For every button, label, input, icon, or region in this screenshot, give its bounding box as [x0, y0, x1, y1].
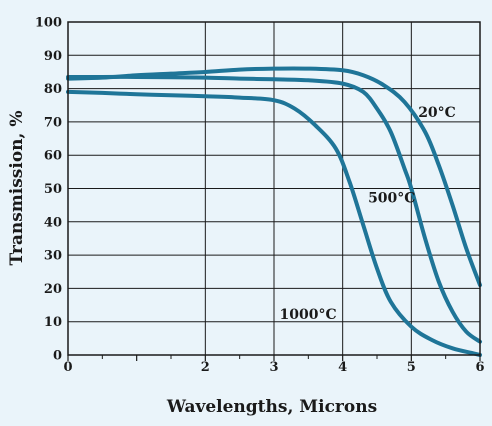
y-tick-label: 80: [44, 82, 62, 97]
y-axis-title: Transmission, %: [7, 110, 27, 265]
series-lines: [66, 66, 482, 357]
x-tick-label: 5: [407, 360, 416, 375]
x-tick-label: 3: [269, 360, 278, 375]
series-line-20c: [66, 66, 482, 288]
x-tick-label: 2: [201, 360, 210, 375]
y-tick-label: 30: [44, 249, 62, 264]
series-line-1000c: [66, 89, 482, 357]
axis-ticks: 0 10 20 30 40 50 60 70 80 90 100 0 2 3 4 5 6: [35, 16, 485, 376]
x-tick-label: 4: [338, 360, 347, 375]
x-axis-title: Wavelengths, Microns: [166, 397, 377, 417]
series-label: 20°C: [418, 105, 456, 121]
y-tick-label: 40: [44, 215, 62, 230]
y-tick-label: 90: [44, 49, 62, 64]
y-tick-label: 10: [44, 315, 62, 330]
y-tick-label: 100: [35, 16, 62, 31]
series-line-500c: [66, 74, 482, 344]
y-tick-label: 50: [44, 182, 62, 197]
y-tick-label: 0: [53, 349, 62, 364]
y-tick-label: 60: [44, 149, 62, 164]
series-label: 1000°C: [279, 307, 336, 323]
series-label: 500°C: [368, 190, 415, 206]
x-tick-label: 6: [475, 360, 484, 375]
y-tick-label: 70: [44, 115, 62, 130]
series-labels: 20°C 500°C 1000°C: [279, 105, 455, 323]
grid: [68, 21, 480, 356]
x-tick-label: 0: [63, 360, 72, 375]
y-tick-label: 20: [44, 282, 62, 297]
